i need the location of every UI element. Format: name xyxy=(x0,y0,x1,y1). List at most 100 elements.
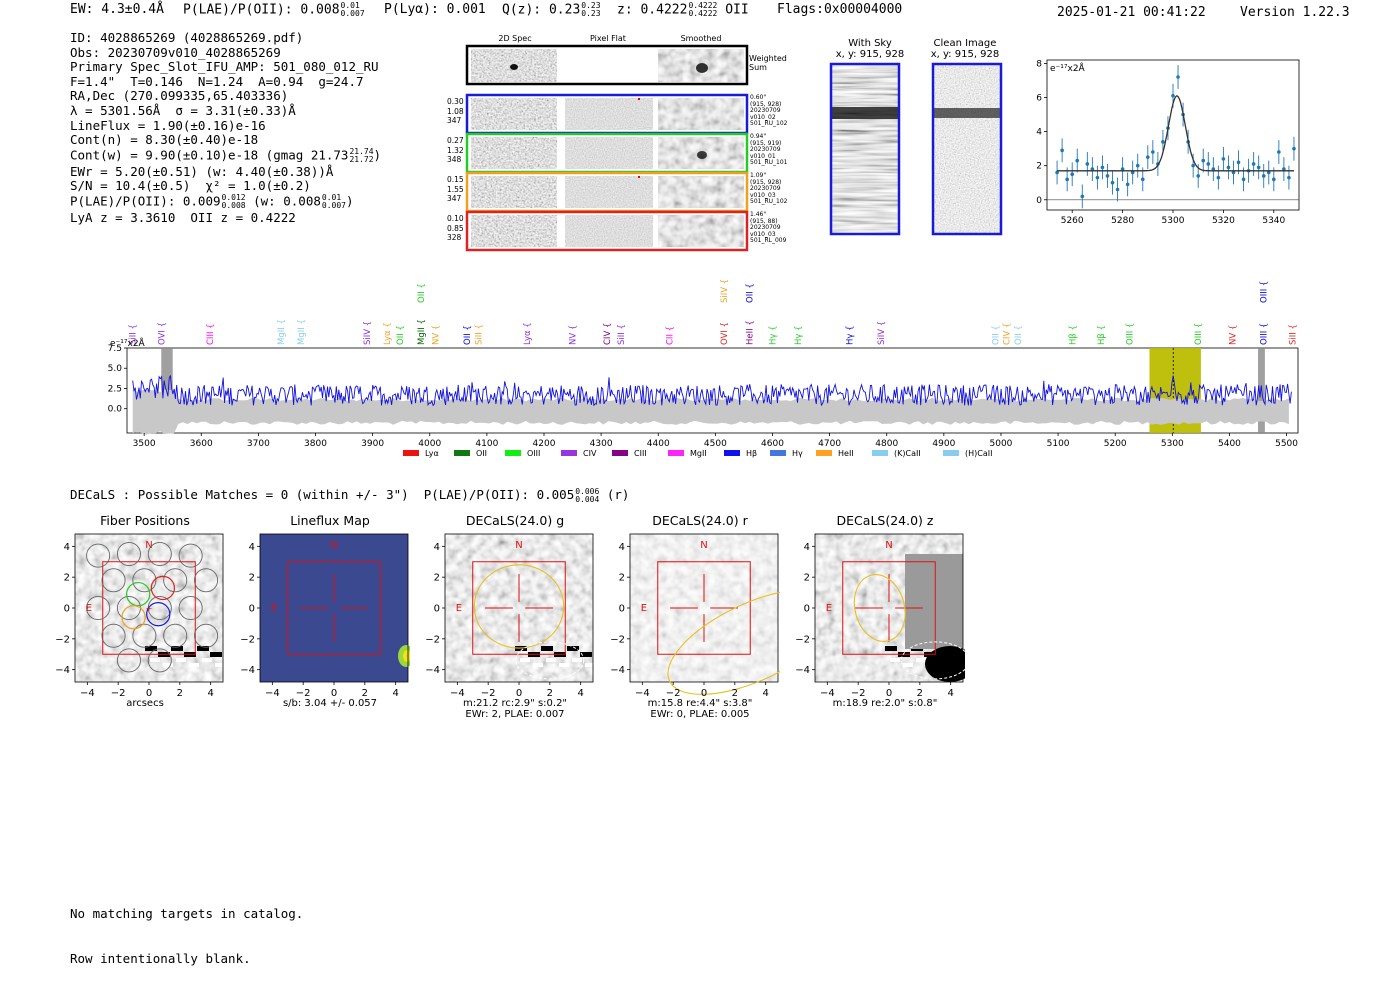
spectrum-line-label: Hγ { xyxy=(846,325,856,345)
sky-panels xyxy=(829,62,1003,236)
spectrum-xtick-label: 5400 xyxy=(1218,439,1241,449)
row4-d5: 501_RL_009 xyxy=(750,237,787,244)
cutout-artifact-bright xyxy=(215,663,225,667)
cutout-xtick-label: 4 xyxy=(762,688,768,699)
clean-image-title: Clean Image xyxy=(933,38,997,49)
row2-d1: 0.94" xyxy=(750,133,767,140)
legend-swatch xyxy=(668,450,684,456)
spectrum-xtick-label: 5500 xyxy=(1275,439,1298,449)
cutout-xtick-label: −4 xyxy=(450,688,465,699)
cutout-xtick-label: −4 xyxy=(635,688,650,699)
header-q: Q(z): 0.23 0.23 0.23 xyxy=(502,2,601,18)
east-label: E xyxy=(826,603,832,614)
cutout-ytick-label: 4 xyxy=(804,542,810,553)
info-ewr: EWr = 5.20(±0.51) (w: 4.40(±0.38))Å xyxy=(70,163,334,179)
line-fit-point xyxy=(1080,194,1085,199)
legend-swatch xyxy=(403,450,419,456)
legend-label: OII xyxy=(476,449,487,458)
spectrum-xtick-label: 3600 xyxy=(190,439,213,449)
spectrum-xtick-label: 4900 xyxy=(932,439,955,449)
spectrum-line-label: HeII { xyxy=(746,320,756,345)
cutout-xtick-label: 4 xyxy=(577,688,583,699)
cutout-artifact-bright xyxy=(520,658,530,662)
line-fit-point xyxy=(1070,172,1074,177)
cutout-ytick-label: −2 xyxy=(425,634,440,645)
line-fit-point xyxy=(1090,167,1095,171)
decals-caption-line-1: arcsecs xyxy=(126,698,164,709)
info-gmag-hi: 21.74 xyxy=(349,146,374,156)
row4-metrics: 0.10 0.85 328 xyxy=(447,214,464,243)
cutout-ytick-label: −4 xyxy=(610,665,625,676)
cutouts-2d-figure xyxy=(465,44,749,252)
header-z-line: OII xyxy=(725,2,749,18)
row2-n2: 1.32 xyxy=(447,145,464,155)
cutout-ytick-label: −4 xyxy=(795,665,810,676)
row2-n3: 348 xyxy=(447,155,462,164)
line-fit-ytick-label: 0 xyxy=(1036,196,1042,206)
line-fit-point xyxy=(1206,162,1211,166)
info-lambda: λ = 5301.56Å σ = 3.31(±0.33)Å xyxy=(70,102,296,118)
fiber-circle xyxy=(163,568,188,593)
info-plae-w: (w: 0.008 xyxy=(245,193,321,209)
fiber-circle-highlight xyxy=(146,602,171,627)
east-label: E xyxy=(641,603,647,614)
legend-swatch xyxy=(943,450,959,456)
cutout-search-box xyxy=(842,561,936,655)
cutout-xtick-label: −4 xyxy=(820,688,835,699)
info-plae-w-interval: 0.01 0.007 xyxy=(322,193,346,210)
line-fit-point xyxy=(1176,75,1180,79)
row3-d3: 20230709 xyxy=(750,185,781,192)
header-z-value: z: 0.4222 xyxy=(617,2,688,18)
decals-panel-title: Lineflux Map xyxy=(290,513,370,528)
cutout-xtick-label: 2 xyxy=(547,688,553,699)
row1-n1: 0.30 xyxy=(447,97,464,106)
legend-swatch xyxy=(724,450,740,456)
north-label: N xyxy=(515,540,522,551)
footer-line-2: Row intentionally blank. xyxy=(70,951,251,966)
row1-n2: 1.08 xyxy=(447,106,464,116)
spectrum-line-label: NV { xyxy=(1228,325,1238,345)
clean-image xyxy=(931,62,1003,236)
info-cont-w: Cont(w) = 9.90(±0.10)e-18 (gmag 21.73 21.… xyxy=(70,146,381,165)
cutout-xtick-label: 4 xyxy=(947,688,953,699)
info-fiber-params: F=1.4" T=0.146 N=1.24 A=0.94 g=24.7 xyxy=(70,73,364,89)
cutout-ytick-label: 2 xyxy=(434,573,440,584)
row2-d4: v010_01 xyxy=(750,152,776,160)
line-fit-x-ticks: 5260 5280 5300 5320 5340 xyxy=(1061,210,1286,226)
cutout-artifact-dark xyxy=(885,646,897,651)
col-label-2dspec: 2D Spec xyxy=(498,34,532,43)
legend-label: HeII xyxy=(838,449,854,458)
spectrum-xtick-label: 3500 xyxy=(133,439,156,449)
cutout-ytick-label: 4 xyxy=(249,542,255,553)
row4-details: 1.46" (915, 88) 20230709 v010_03 501_RL_… xyxy=(750,211,787,245)
line-fit-point xyxy=(1196,174,1200,178)
legend-swatch xyxy=(561,450,577,456)
decals-caption-line-2: EWr: 0, PLAE: 0.005 xyxy=(650,709,750,720)
header-q-lo: 0.23 xyxy=(581,9,601,18)
line-fit-ytick-label: 4 xyxy=(1036,128,1042,138)
line-fit-point xyxy=(1191,163,1195,168)
cutout-ytick-label: −2 xyxy=(240,634,255,645)
cutout-xtick-label: 0 xyxy=(701,688,707,699)
decals-panel-title: DECaLS(24.0) z xyxy=(836,513,934,528)
cutout-artifact-bright xyxy=(546,658,556,662)
row4-d2: (915, 88) xyxy=(750,217,778,225)
info-plae-hi: 0.012 xyxy=(221,192,246,202)
weighted-sum-row xyxy=(465,44,749,86)
spectrum-line-label: OII { xyxy=(463,325,473,345)
row3-d4: v010_03 xyxy=(750,191,776,199)
cutout-masked-region xyxy=(905,554,963,649)
spectrum-line-label: SiIV { xyxy=(720,279,730,303)
spectrum-line-label: OIII { xyxy=(1194,323,1204,345)
footer-line-1: No matching targets in catalog. xyxy=(70,906,304,921)
cutout-artifact-bright xyxy=(890,658,900,662)
cutout-ytick-label: 4 xyxy=(434,542,440,553)
spectrum-line-label: CII { xyxy=(666,326,676,345)
with-sky-title-block: With Sky x, y: 915, 928 xyxy=(820,38,920,60)
spectrum-line-label: CIV { xyxy=(603,323,613,345)
spectrum-line-label: MgII { xyxy=(297,319,307,345)
info-id: ID: 4028865269 (4028865269.pdf) xyxy=(70,30,304,45)
line-fit-point xyxy=(1282,167,1286,171)
decals-summary-text: DECaLS : Possible Matches = 0 (within +/… xyxy=(70,487,575,502)
info-block: ID: 4028865269 (4028865269.pdf) Obs: 202… xyxy=(70,30,381,226)
